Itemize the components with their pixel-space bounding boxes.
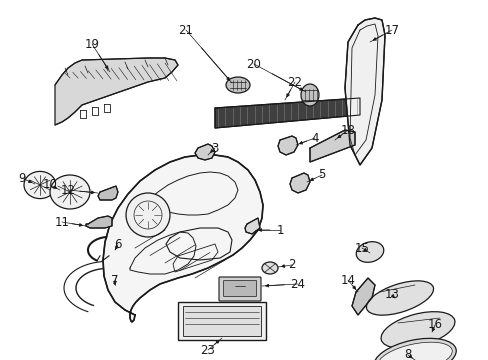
Text: 8: 8 (404, 348, 411, 360)
Polygon shape (309, 130, 354, 162)
Text: 11: 11 (54, 216, 69, 229)
Polygon shape (289, 173, 309, 193)
Text: 21: 21 (178, 23, 193, 36)
Polygon shape (86, 216, 112, 228)
Text: 24: 24 (290, 278, 305, 291)
FancyBboxPatch shape (219, 277, 261, 301)
Ellipse shape (134, 201, 162, 229)
Polygon shape (215, 98, 359, 128)
Text: 17: 17 (384, 23, 399, 36)
FancyBboxPatch shape (183, 306, 261, 336)
Text: 23: 23 (200, 343, 215, 356)
Text: 13: 13 (384, 288, 399, 302)
Text: 4: 4 (311, 131, 318, 144)
Ellipse shape (24, 171, 56, 199)
Text: 2: 2 (287, 258, 295, 271)
Ellipse shape (366, 281, 433, 315)
Text: 10: 10 (42, 179, 57, 192)
FancyBboxPatch shape (178, 302, 265, 340)
Polygon shape (55, 58, 178, 125)
Polygon shape (103, 155, 263, 322)
Text: 18: 18 (340, 123, 355, 136)
Text: 9: 9 (18, 171, 26, 184)
Ellipse shape (50, 175, 90, 209)
Text: 16: 16 (427, 319, 442, 332)
Text: 5: 5 (318, 168, 325, 181)
Text: 12: 12 (61, 184, 75, 197)
FancyBboxPatch shape (223, 280, 256, 297)
Ellipse shape (377, 342, 451, 360)
Ellipse shape (380, 312, 454, 348)
Ellipse shape (262, 262, 278, 274)
Text: 3: 3 (211, 141, 218, 154)
Polygon shape (351, 278, 374, 315)
Polygon shape (278, 136, 297, 155)
Text: 19: 19 (84, 37, 99, 50)
Text: 7: 7 (111, 274, 119, 287)
Polygon shape (345, 18, 384, 165)
Ellipse shape (355, 242, 383, 262)
Text: 20: 20 (246, 58, 261, 71)
Ellipse shape (225, 77, 249, 93)
Text: 6: 6 (114, 238, 122, 252)
Ellipse shape (301, 84, 318, 106)
Polygon shape (244, 218, 260, 234)
Text: 15: 15 (354, 242, 368, 255)
Ellipse shape (126, 193, 170, 237)
Text: 22: 22 (287, 76, 302, 89)
Polygon shape (195, 144, 215, 160)
Text: 14: 14 (340, 274, 355, 287)
Ellipse shape (373, 338, 455, 360)
Text: 1: 1 (276, 224, 283, 237)
Polygon shape (98, 186, 118, 200)
